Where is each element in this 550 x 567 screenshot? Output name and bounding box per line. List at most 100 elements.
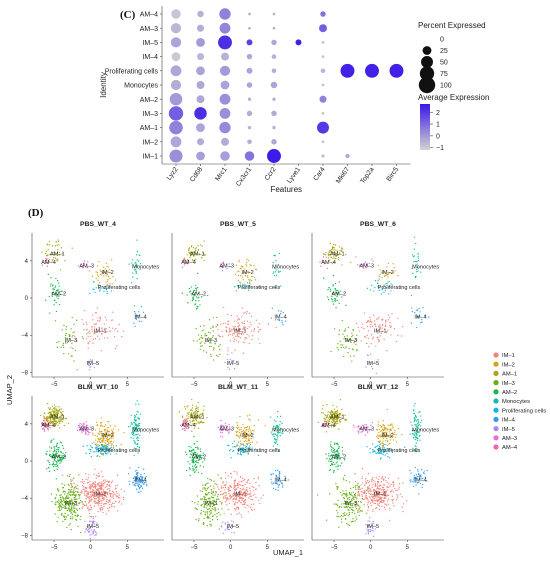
umap-point [75, 485, 77, 488]
umap-point [83, 482, 85, 485]
umap-point [359, 488, 361, 490]
umap-point [91, 520, 93, 522]
umap-point [50, 277, 52, 279]
color-legend-label: 2 [436, 110, 440, 117]
umap-point [122, 496, 125, 499]
umap-point [335, 254, 338, 257]
umap-point [234, 349, 236, 351]
umap-point [387, 456, 389, 458]
umap-point [350, 521, 352, 523]
umap-panel-title: PBS_WT_6 [360, 221, 396, 228]
umap-point [188, 445, 190, 448]
umap-point [128, 480, 130, 483]
umap-point [369, 517, 371, 519]
umap-point [365, 480, 367, 482]
umap-x-tick-label: 0 [89, 382, 93, 388]
umap-point [52, 287, 54, 290]
umap-point [244, 283, 246, 285]
umap-point [62, 344, 64, 346]
umap-point [111, 496, 113, 499]
umap-point [209, 479, 211, 481]
umap-point [87, 477, 89, 479]
umap-point [370, 334, 373, 336]
umap-point [93, 281, 95, 283]
umap-y-tick-label: −8 [21, 370, 29, 376]
umap-point [249, 490, 252, 492]
umap-point [215, 326, 217, 328]
umap-cluster-label: IM–4 [274, 478, 286, 484]
umap-point [224, 484, 226, 487]
umap-point [47, 407, 50, 409]
umap-point [224, 492, 226, 494]
umap-point [66, 475, 69, 477]
umap-point [384, 454, 386, 456]
size-legend-dot [421, 56, 433, 68]
umap-point [101, 507, 103, 509]
umap-point [137, 314, 139, 317]
umap-point [99, 488, 101, 490]
umap-point [72, 494, 74, 496]
umap-point [65, 451, 67, 454]
umap-point [53, 425, 56, 428]
dot-mark [219, 22, 231, 34]
umap-point [381, 327, 383, 329]
umap-point [418, 316, 420, 318]
umap-point [232, 329, 234, 331]
umap-point [62, 520, 64, 523]
umap-point [412, 481, 414, 483]
umap-point [83, 426, 86, 428]
umap-point [383, 500, 385, 502]
umap-point [139, 422, 141, 425]
umap-point [238, 435, 240, 437]
umap-point [213, 317, 215, 319]
umap-point [329, 444, 332, 446]
umap-point [372, 510, 374, 513]
umap-point [62, 418, 64, 421]
umap-point [49, 244, 51, 246]
umap-point [63, 456, 65, 459]
umap-point [244, 440, 247, 442]
umap-point [191, 398, 193, 401]
umap-point [246, 489, 248, 491]
umap-point [224, 529, 226, 531]
umap-point [332, 451, 334, 454]
umap-point [363, 492, 365, 494]
umap-point [84, 531, 86, 533]
umap-point [210, 496, 213, 498]
umap-point [202, 484, 204, 486]
umap-point [104, 481, 106, 484]
umap-point [57, 293, 59, 296]
umap-point [244, 427, 246, 429]
umap-points [41, 239, 145, 371]
umap-point [92, 532, 94, 534]
umap-point [337, 256, 340, 259]
umap-point [95, 439, 97, 441]
umap-point [212, 491, 214, 494]
umap-point [222, 486, 225, 489]
umap-point [135, 473, 138, 475]
umap-point [334, 287, 336, 290]
umap-point [100, 432, 102, 435]
umap-point [356, 350, 358, 352]
umap-point [246, 490, 249, 493]
umap-point [100, 424, 103, 426]
umap-point [204, 254, 206, 256]
umap-point [207, 486, 209, 489]
umap-point [64, 260, 66, 262]
umap-point [346, 340, 348, 342]
umap-point [111, 443, 113, 445]
umap-point [236, 502, 239, 504]
umap-point [275, 425, 278, 427]
umap-point [327, 289, 329, 291]
umap-point [206, 513, 209, 515]
umap-point [384, 324, 387, 326]
umap-point [332, 461, 335, 463]
umap-point [383, 506, 386, 508]
umap-point [56, 296, 58, 298]
umap-point [187, 412, 189, 415]
umap-point [52, 451, 54, 453]
umap-point [192, 465, 194, 467]
umap-point [369, 326, 372, 328]
umap-point [419, 439, 421, 441]
umap-point [64, 334, 67, 337]
